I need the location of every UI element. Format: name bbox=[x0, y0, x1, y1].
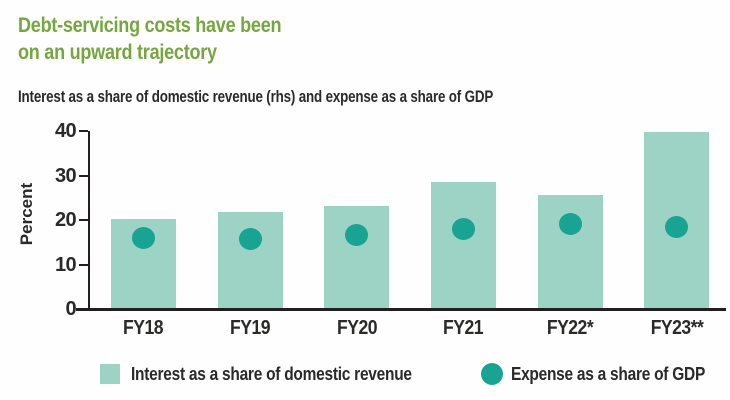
data-point bbox=[558, 212, 582, 235]
data-point bbox=[451, 217, 475, 240]
x-tick-label: FY19 bbox=[230, 317, 270, 339]
y-tick-mark bbox=[79, 263, 88, 266]
y-axis-title: Percent bbox=[17, 182, 36, 246]
bar bbox=[430, 181, 496, 309]
x-tick-label: FY20 bbox=[336, 317, 377, 339]
data-point bbox=[345, 224, 369, 247]
page-title: Debt-servicing costs have been on an upw… bbox=[18, 14, 282, 64]
y-tick-mark bbox=[79, 219, 88, 221]
y-tick-mark bbox=[79, 130, 88, 132]
legend: Interest as a share of domestic revenue … bbox=[0, 360, 730, 390]
chart-subtitle: Interest as a share of domestic revenue … bbox=[18, 88, 494, 106]
x-axis-line bbox=[76, 308, 726, 311]
bar bbox=[324, 206, 390, 309]
bar bbox=[217, 211, 283, 309]
x-tick-label: FY18 bbox=[123, 317, 164, 339]
x-tick-label: FY21 bbox=[443, 317, 484, 339]
data-point bbox=[131, 227, 155, 250]
y-tick-mark bbox=[79, 174, 88, 177]
plot-area: FY18 FY19 FY20 FY21 FY22* FY23** 0 10 20 30 40 bbox=[55, 120, 730, 339]
x-tick-label: FY22* bbox=[546, 317, 594, 339]
y-tick-label: 20 bbox=[54, 209, 77, 231]
legend-swatch-interest bbox=[100, 364, 120, 384]
data-point bbox=[665, 216, 689, 239]
bar bbox=[537, 194, 603, 309]
data-point bbox=[238, 228, 262, 251]
y-tick-label: 30 bbox=[54, 164, 77, 187]
y-tick-label: 0 bbox=[65, 298, 76, 320]
legend-dot-expense bbox=[481, 363, 503, 385]
x-tick-label: FY23** bbox=[650, 317, 703, 339]
y-tick-label: 10 bbox=[54, 253, 77, 276]
legend-label-expense: Expense as a share of GDP bbox=[511, 364, 706, 384]
legend-label-interest: Interest as a share of domestic revenue bbox=[131, 364, 412, 384]
y-tick-label: 40 bbox=[54, 120, 77, 142]
